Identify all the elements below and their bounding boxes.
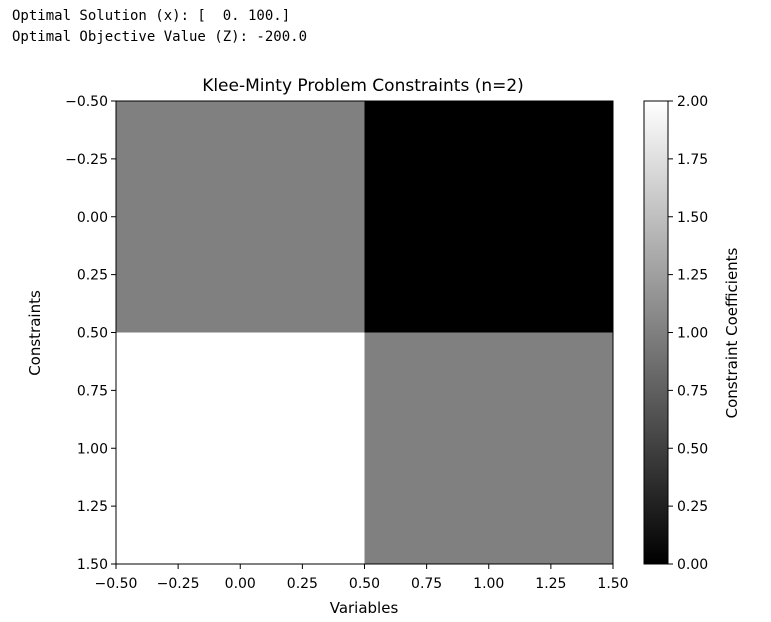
y-tick-label: 1.25: [77, 499, 108, 515]
x-tick-label: −0.50: [95, 576, 138, 592]
y-tick-label: 0.25: [77, 268, 108, 284]
x-tick-label: −0.25: [157, 576, 200, 592]
colorbar-tick-label: 1.25: [677, 268, 708, 284]
heatmap-cell-r1-c1: [364, 332, 613, 564]
x-axis-label: Variables: [330, 599, 399, 617]
colorbar-tick-label: 2.00: [677, 94, 708, 110]
colorbar-tick-label: 0.75: [677, 383, 708, 399]
x-tick-label: 0.25: [287, 576, 318, 592]
colorbar-tick-label: 1.50: [677, 210, 708, 226]
y-tick-label: 0.75: [77, 383, 108, 399]
colorbar-tick-label: 1.75: [677, 152, 708, 168]
cell-output: Optimal Solution (x): [ 0. 100.] Optimal…: [12, 6, 307, 48]
output-line-objective: Optimal Objective Value (Z): -200.0: [12, 29, 308, 45]
colorbar-tick-label: 0.00: [677, 557, 708, 573]
colorbar-label: Constraint Coefficients: [723, 247, 741, 418]
output-line-solution: Optimal Solution (x): [ 0. 100.]: [12, 8, 291, 24]
heatmap-cell-r0-c0: [116, 101, 365, 333]
x-tick-label: 1.50: [597, 576, 628, 592]
y-tick-label: −0.25: [65, 152, 108, 168]
colorbar-ticks: 0.00 0.25 0.50 0.75 1.00 1.25 1.50 1.75 2.00: [668, 94, 708, 573]
colorbar-tick-label: 0.50: [677, 441, 708, 457]
y-axis-label: Constraints: [26, 290, 44, 376]
colorbar: [643, 100, 669, 565]
x-tick-label: 1.00: [473, 576, 504, 592]
heatmap-cell-r0-c1: [364, 101, 613, 333]
heatmap-cell-r1-c0: [116, 332, 365, 564]
y-axis-ticks: −0.50 −0.25 0.00 0.25 0.50 0.75 1.00 1.25 1.50: [65, 94, 116, 573]
x-axis-ticks: −0.50 −0.25 0.00 0.25 0.50 0.75 1.00 1.25 1.50: [95, 564, 629, 592]
y-tick-label: −0.50: [65, 94, 108, 110]
colorbar-tick-label: 0.25: [677, 499, 708, 515]
y-tick-label: 0.00: [77, 210, 108, 226]
x-tick-label: 1.25: [535, 576, 566, 592]
x-tick-label: 0.50: [349, 576, 380, 592]
x-tick-label: 0.00: [225, 576, 256, 592]
y-tick-label: 1.00: [77, 441, 108, 457]
y-tick-label: 1.50: [77, 557, 108, 573]
chart-title: Klee-Minty Problem Constraints (n=2): [202, 76, 524, 96]
x-tick-label: 0.75: [411, 576, 442, 592]
heatmap-cells: [116, 101, 613, 564]
colorbar-tick-label: 1.00: [677, 326, 708, 342]
y-tick-label: 0.50: [77, 326, 108, 342]
